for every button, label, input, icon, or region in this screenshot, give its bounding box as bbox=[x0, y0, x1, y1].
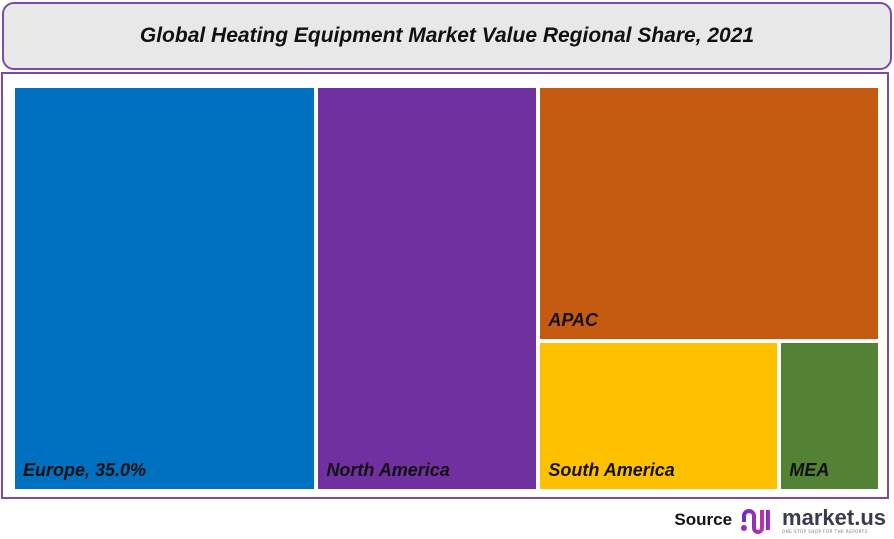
tile-label: MEA bbox=[789, 459, 830, 480]
tile-apac: APAC bbox=[538, 86, 880, 341]
chart-title: Global Heating Equipment Market Value Re… bbox=[139, 24, 755, 47]
brand: market.us ONE STOP SHOP FOR THE REPORTS bbox=[782, 504, 886, 534]
tile-europe: Europe, 35.0% bbox=[13, 86, 317, 491]
source: Source market.us ONE STOP SHOP FOR THE R… bbox=[674, 506, 886, 534]
market-us-logo-icon bbox=[741, 509, 771, 534]
tile-label: North America bbox=[326, 460, 450, 480]
brand-tagline: ONE STOP SHOP FOR THE REPORTS bbox=[782, 528, 868, 534]
tile-label: South America bbox=[548, 459, 675, 480]
source-label: Source bbox=[674, 510, 733, 529]
tile-south-america: South America bbox=[538, 340, 780, 491]
tile-mea: MEA bbox=[779, 340, 880, 491]
tile-label: Europe, 35.0% bbox=[23, 460, 147, 480]
treemap-plot: Europe, 35.0% North America APAC South Amer… bbox=[13, 86, 880, 491]
tile-label: APAC bbox=[548, 309, 599, 330]
title-box: Global Heating Equipment Market Value Re… bbox=[2, 2, 892, 70]
tile-north-america: North America bbox=[316, 86, 539, 491]
brand-name: market.us bbox=[782, 504, 886, 530]
